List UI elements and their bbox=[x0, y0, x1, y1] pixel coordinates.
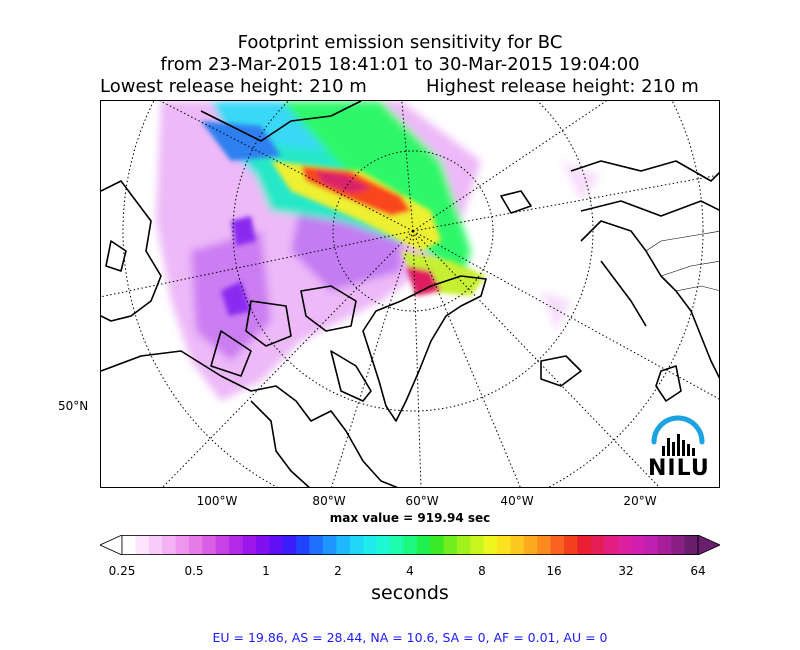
colorbar bbox=[100, 535, 720, 555]
lon-label-60w: 60°W bbox=[405, 494, 439, 508]
colorbar-segment bbox=[617, 535, 632, 555]
colorbar-tick-0.5: 0.5 bbox=[184, 564, 204, 578]
country-borders bbox=[645, 231, 719, 292]
colorbar-segment bbox=[631, 535, 645, 555]
colorbar-tick-2: 2 bbox=[334, 564, 342, 578]
colorbar-segment bbox=[537, 535, 552, 555]
colorbar-segment bbox=[188, 535, 203, 555]
colorbar-segment bbox=[443, 535, 458, 555]
colorbar-segment bbox=[202, 535, 217, 555]
colorbar-label: seconds bbox=[371, 582, 449, 604]
colorbar-segment bbox=[269, 535, 284, 555]
colorbar-segment bbox=[604, 535, 619, 555]
max-value-label: max value = 919.94 sec bbox=[329, 511, 491, 525]
lon-label-100w: 100°W bbox=[196, 494, 238, 508]
colorbar-segment bbox=[577, 535, 592, 555]
colorbar-segment bbox=[229, 535, 243, 555]
colorbar-segment bbox=[564, 535, 578, 555]
region-contributions: EU = 19.86, AS = 28.44, NA = 10.6, SA = … bbox=[212, 630, 608, 645]
colorbar-segment bbox=[389, 535, 404, 555]
colorbar-segment bbox=[376, 535, 391, 555]
lon-label-40w: 40°W bbox=[500, 494, 534, 508]
colorbar-segment bbox=[416, 535, 431, 555]
colorbar-segment bbox=[550, 535, 565, 555]
nilu-logo-text: NILU bbox=[648, 456, 710, 481]
colorbar-segment bbox=[242, 535, 257, 555]
coastlines bbox=[101, 101, 719, 487]
lat-label-50n: 50°N bbox=[58, 399, 89, 413]
colorbar-tick-4: 4 bbox=[406, 564, 414, 578]
plot-title: Footprint emission sensitivity for BC bbox=[237, 32, 563, 53]
colorbar-segment bbox=[510, 535, 525, 555]
colorbar-extend-low bbox=[100, 535, 123, 555]
colorbar-tick-0.25: 0.25 bbox=[108, 564, 136, 578]
colorbar-segment bbox=[363, 535, 377, 555]
colorbar-segment bbox=[322, 535, 337, 555]
colorbar-segment bbox=[684, 535, 699, 555]
sensitivity-field bbox=[156, 101, 601, 401]
colorbar-segment bbox=[296, 535, 310, 555]
colorbar-segment bbox=[349, 535, 364, 555]
colorbar-segment bbox=[215, 535, 230, 555]
colorbar-segment bbox=[255, 535, 270, 555]
colorbar-segment bbox=[523, 535, 538, 555]
colorbar-segment bbox=[175, 535, 190, 555]
colorbar-segment bbox=[309, 535, 324, 555]
lon-label-80w: 80°W bbox=[312, 494, 346, 508]
colorbar-tick-16: 16 bbox=[546, 564, 562, 578]
lon-label-20w: 20°W bbox=[623, 494, 657, 508]
colorbar-segment bbox=[336, 535, 351, 555]
graticule bbox=[101, 101, 719, 487]
colorbar-segment bbox=[162, 535, 176, 555]
colorbar-segment bbox=[148, 535, 163, 555]
colorbar-segment bbox=[644, 535, 659, 555]
colorbar-tick-64: 64 bbox=[690, 564, 706, 578]
map-panel bbox=[100, 100, 720, 488]
colorbar-tick-32: 32 bbox=[618, 564, 634, 578]
colorbar-tick-8: 8 bbox=[478, 564, 486, 578]
colorbar-tick-1: 1 bbox=[262, 564, 270, 578]
colorbar-segment bbox=[470, 535, 485, 555]
colorbar-outline bbox=[121, 535, 699, 555]
colorbar-segment bbox=[135, 535, 150, 555]
colorbar-segment bbox=[497, 535, 511, 555]
colorbar-segment bbox=[483, 535, 498, 555]
colorbar-segment bbox=[671, 535, 686, 555]
colorbar-segment bbox=[430, 535, 444, 555]
lowest-release-height: Lowest release height: 210 m bbox=[100, 76, 367, 97]
colorbar-segment bbox=[590, 535, 605, 555]
colorbar-segment bbox=[282, 535, 297, 555]
colorbar-extend-high bbox=[697, 535, 720, 555]
colorbar-segment bbox=[403, 535, 418, 555]
nilu-logo bbox=[651, 415, 705, 456]
plot-date-range: from 23-Mar-2015 18:41:01 to 30-Mar-2015… bbox=[160, 54, 640, 75]
colorbar-segment bbox=[122, 535, 136, 555]
highest-release-height: Highest release height: 210 m bbox=[426, 76, 699, 97]
colorbar-segment bbox=[657, 535, 672, 555]
colorbar-segment bbox=[456, 535, 471, 555]
